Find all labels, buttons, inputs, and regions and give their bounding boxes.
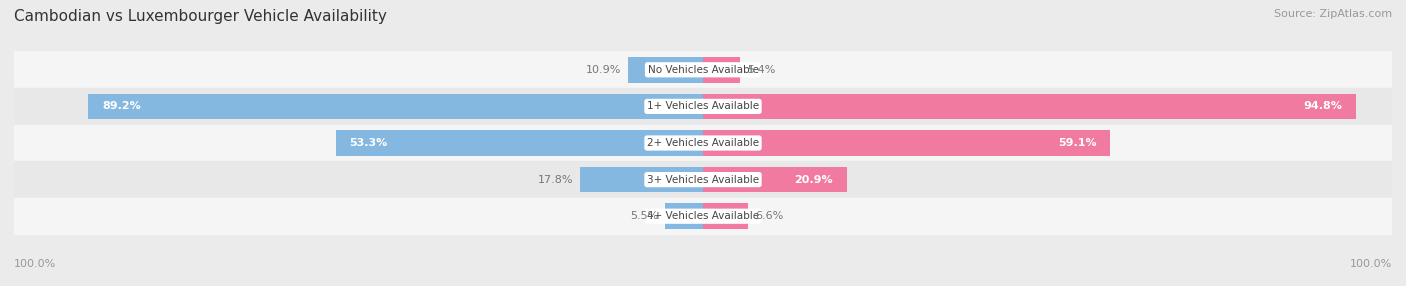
Text: 20.9%: 20.9% xyxy=(794,175,834,184)
Bar xyxy=(665,203,703,229)
Bar xyxy=(703,130,1111,156)
Bar xyxy=(14,161,1392,198)
Text: 5.5%: 5.5% xyxy=(630,211,658,221)
Text: No Vehicles Available: No Vehicles Available xyxy=(648,65,758,75)
Text: 10.9%: 10.9% xyxy=(586,65,621,75)
Bar xyxy=(703,94,1357,119)
Text: Source: ZipAtlas.com: Source: ZipAtlas.com xyxy=(1274,9,1392,19)
Text: 53.3%: 53.3% xyxy=(350,138,388,148)
Text: 4+ Vehicles Available: 4+ Vehicles Available xyxy=(647,211,759,221)
Bar xyxy=(14,125,1392,161)
Text: 89.2%: 89.2% xyxy=(103,102,141,111)
Text: 59.1%: 59.1% xyxy=(1057,138,1097,148)
Bar xyxy=(703,57,740,83)
Text: 3+ Vehicles Available: 3+ Vehicles Available xyxy=(647,175,759,184)
Bar xyxy=(703,203,748,229)
Text: 100.0%: 100.0% xyxy=(14,259,56,269)
Text: 6.6%: 6.6% xyxy=(755,211,783,221)
Bar xyxy=(89,94,703,119)
Text: 2+ Vehicles Available: 2+ Vehicles Available xyxy=(647,138,759,148)
Text: 1+ Vehicles Available: 1+ Vehicles Available xyxy=(647,102,759,111)
Text: 17.8%: 17.8% xyxy=(538,175,574,184)
Text: 94.8%: 94.8% xyxy=(1303,102,1343,111)
Bar xyxy=(628,57,703,83)
Bar xyxy=(14,88,1392,125)
Text: Cambodian vs Luxembourger Vehicle Availability: Cambodian vs Luxembourger Vehicle Availa… xyxy=(14,9,387,23)
Bar xyxy=(336,130,703,156)
Bar xyxy=(14,198,1392,235)
Bar xyxy=(703,167,846,192)
Bar xyxy=(581,167,703,192)
Text: 5.4%: 5.4% xyxy=(747,65,776,75)
Bar xyxy=(14,51,1392,88)
Text: 100.0%: 100.0% xyxy=(1350,259,1392,269)
